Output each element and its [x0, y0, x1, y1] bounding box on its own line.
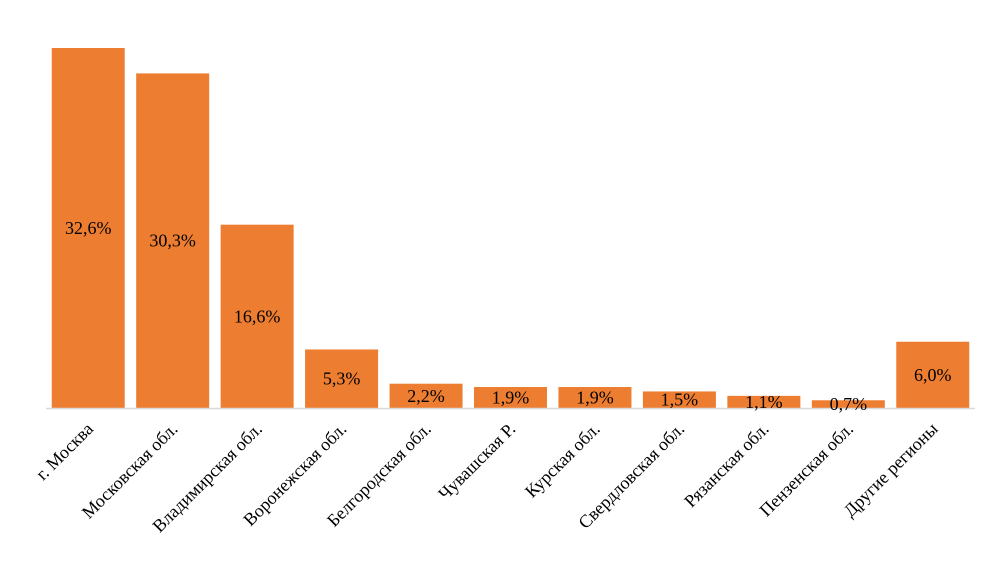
bar-8	[642, 391, 716, 408]
x-tick-label-6: Чувашская Р.	[434, 419, 519, 504]
bars-group	[51, 48, 970, 409]
x-tick-label-7: Курская обл.	[521, 419, 604, 502]
data-label-6: 1,9%	[492, 388, 530, 408]
bar-4	[305, 349, 379, 408]
bar-1	[51, 48, 125, 408]
data-label-5: 2,2%	[407, 386, 445, 406]
data-label-4: 5,3%	[323, 369, 361, 389]
data-label-3: 16,6%	[234, 306, 281, 326]
bar-7	[558, 387, 632, 408]
bar-5	[389, 383, 463, 408]
data-label-10: 0,7%	[830, 394, 868, 414]
bar-9	[727, 395, 801, 408]
x-tick-label-9: Рязанская обл.	[680, 419, 772, 511]
bar-11	[896, 341, 970, 408]
data-label-9: 1,1%	[745, 392, 783, 412]
bar-3	[220, 224, 294, 408]
bar-2	[136, 73, 210, 409]
x-tick-label-1: г. Москва	[32, 419, 97, 484]
data-label-1: 32,6%	[65, 218, 112, 238]
data-labels-group: 32,6% 30,3% 16,6% 5,3% 2,2% 1,9% 1,9% 1,5% 1,1% 0…	[65, 218, 952, 414]
data-label-11: 6,0%	[914, 365, 952, 385]
data-label-7: 1,9%	[576, 388, 614, 408]
bar-10	[811, 400, 885, 408]
data-label-2: 30,3%	[149, 231, 196, 251]
bar-6	[474, 387, 547, 408]
data-label-8: 1,5%	[661, 390, 699, 410]
